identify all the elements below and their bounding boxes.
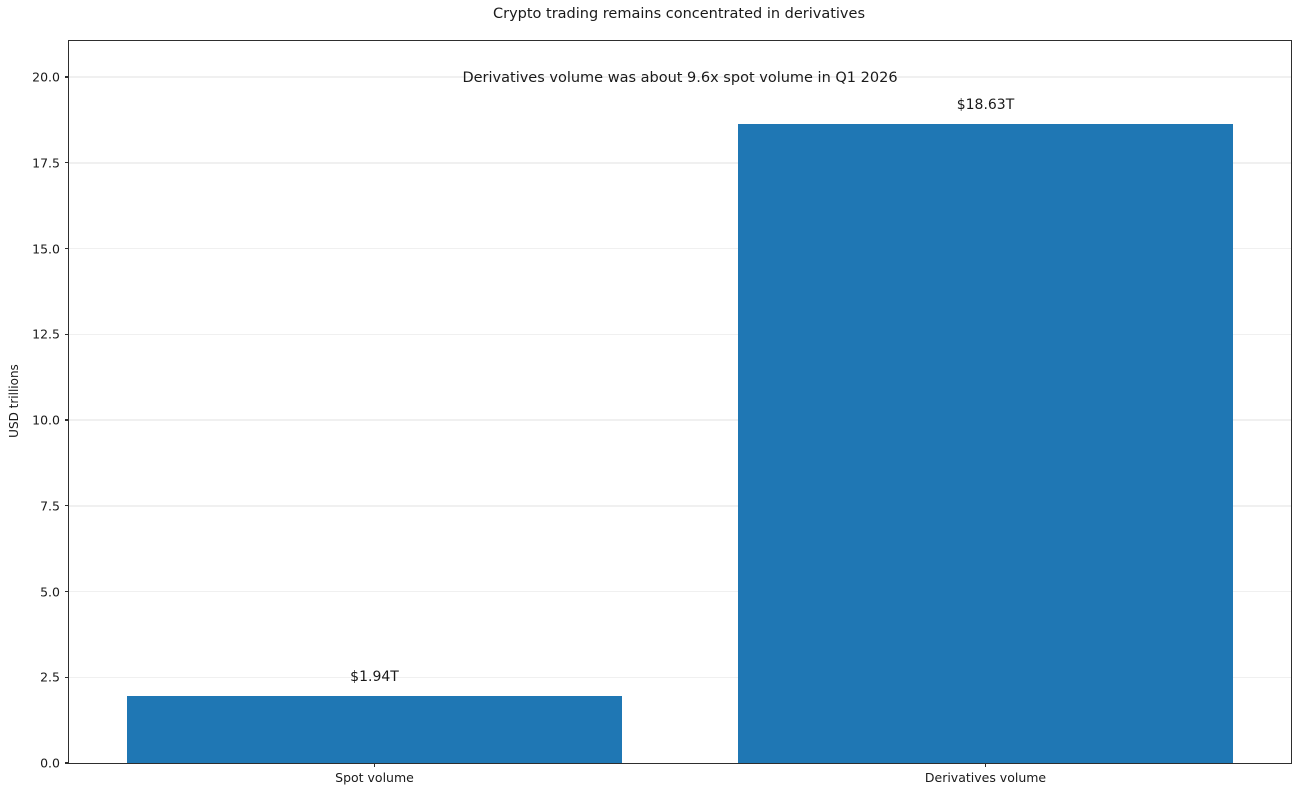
x-tick-mark [373,763,376,767]
gridline-12.5 [69,333,1291,335]
y-tick-mark [65,76,69,78]
y-tick-mark [65,162,69,164]
y-tick-mark [65,676,69,678]
bar-value-label: $18.63T [956,97,1015,114]
gridline-2.5 [69,676,1291,678]
y-axis-label: USD trillions [7,364,21,438]
x-tick-label: Spot volume [335,770,414,785]
y-tick-mark [65,505,69,507]
y-tick-mark [65,247,69,250]
bar-derivatives-volume [738,124,1233,763]
bar-spot-volume [127,696,622,763]
gridline-15 [69,247,1291,250]
y-tick-label: 15.0 [32,241,60,256]
y-tick-mark [65,419,69,421]
y-tick-label: 20.0 [32,69,60,85]
gridline-7.5 [69,505,1291,507]
y-tick-label: 12.5 [32,326,60,342]
y-tick-label: 7.5 [40,498,60,514]
gridline-5 [69,590,1291,593]
bar-value-label: $1.94T [350,669,399,686]
gridline-20 [69,76,1291,78]
chart-annotation: Derivatives volume was about 9.6x spot v… [462,70,898,86]
y-tick-label: 17.5 [32,155,60,171]
gridline-17.5 [69,162,1291,164]
y-tick-mark [65,590,69,593]
y-tick-mark [65,762,69,764]
plot-area: $1.94T $18.63T 0.0 2.5 5.0 7.5 10.0 12.5 15.0 17… [32,40,1292,785]
y-tick-label: 0.0 [40,755,60,771]
x-tick-label: Derivatives volume [924,770,1047,785]
y-tick-label: 10.0 [32,412,60,428]
y-tick-label: 5.0 [40,584,60,599]
x-tick-mark [984,763,987,767]
gridline-10 [69,419,1291,421]
y-tick-label: 2.5 [40,669,60,685]
chart-title: Crypto trading remains concentrated in d… [492,6,865,22]
y-tick-mark [65,333,69,335]
